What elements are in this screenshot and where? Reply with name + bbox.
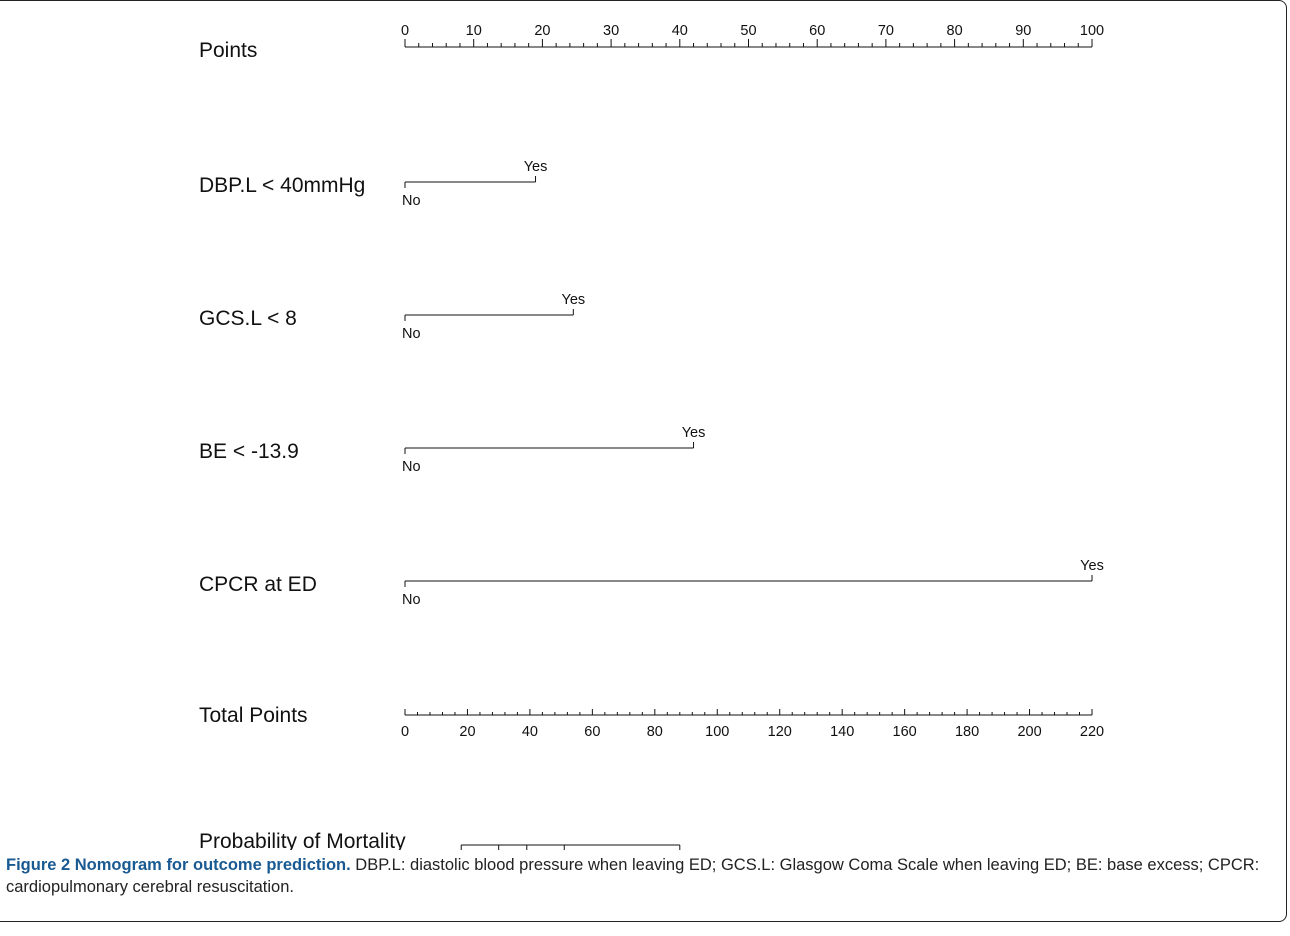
total-points-tick-label: 160 (893, 724, 917, 740)
total-points-tick-label: 180 (955, 724, 979, 740)
total-points-tick-label: 60 (584, 724, 600, 740)
points-tick-label: 80 (947, 23, 963, 39)
variable-label: BE < -13.9 (199, 440, 299, 463)
total-points-tick-label: 120 (768, 724, 792, 740)
points-tick-label: 20 (534, 23, 550, 39)
total-points-tick-label: 140 (830, 724, 854, 740)
total-points-tick-label: 200 (1017, 724, 1041, 740)
caption-title: Figure 2 Nomogram for outcome prediction… (6, 856, 351, 874)
points-tick-label: 50 (740, 23, 756, 39)
total-points-tick-label: 20 (459, 724, 475, 740)
points-tick-label: 100 (1080, 23, 1104, 39)
points-tick-label: 0 (401, 23, 409, 39)
variable-label: GCS.L < 8 (199, 307, 297, 330)
total-points-tick-label: 80 (647, 724, 663, 740)
total-points-tick-label: 220 (1080, 724, 1104, 740)
variable-level-label: Yes (561, 292, 585, 308)
variable-label: CPCR at ED (199, 573, 317, 596)
variable-level-label: No (402, 592, 421, 608)
points-tick-label: 70 (878, 23, 894, 39)
variable-level-label: No (402, 326, 421, 342)
variable-level-label: No (402, 193, 421, 209)
variable-level-label: Yes (682, 425, 706, 441)
figure-caption: Figure 2 Nomogram for outcome prediction… (6, 854, 1282, 898)
variable-level-label: Yes (524, 159, 548, 175)
nomogram-chart: Points 0 10 20 30 40 50 60 70 80 90 100 DBP.L < 40mm… (199, 23, 1104, 850)
variable-label: DBP.L < 40mmHg (199, 174, 365, 197)
points-axis-label: Points (199, 39, 257, 62)
total-points-axis-label: Total Points (199, 704, 308, 727)
points-tick-label: 40 (672, 23, 688, 39)
points-tick-label: 30 (603, 23, 619, 39)
total-points-tick-label: 40 (522, 724, 538, 740)
variable-level-label: No (402, 459, 421, 475)
probability-axis-label: Probability of Mortality (199, 830, 406, 850)
caption-text: DBP.L: diastolic blood pressure when lea… (6, 856, 1260, 896)
points-tick-label: 10 (466, 23, 482, 39)
points-tick-label: 60 (809, 23, 825, 39)
points-tick-label: 90 (1015, 23, 1031, 39)
total-points-tick-label: 0 (401, 724, 409, 740)
total-points-tick-label: 100 (705, 724, 729, 740)
variable-level-label: Yes (1080, 558, 1104, 574)
